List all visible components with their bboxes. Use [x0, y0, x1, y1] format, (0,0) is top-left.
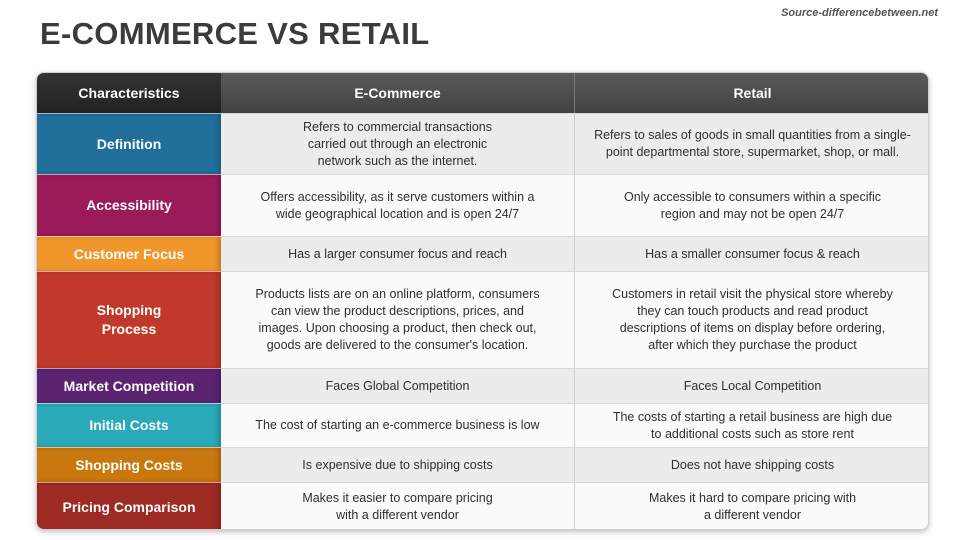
page-title: E-COMMERCE VS RETAIL [40, 16, 430, 51]
cell-ecommerce-definition: Refers to commercial transactions carrie… [221, 113, 575, 174]
cell-ecommerce-pricing-comparison: Makes it easier to compare pricing with … [221, 482, 575, 529]
row-label-shopping-process: Shopping Process [37, 271, 221, 368]
cell-retail-definition: Refers to sales of goods in small quanti… [575, 113, 928, 174]
row-label-accessibility: Accessibility [37, 174, 221, 236]
cell-retail-shopping-process: Customers in retail visit the physical s… [575, 271, 928, 368]
source-credit: Source-differencebetween.net [781, 7, 938, 19]
row-label-shopping-costs: Shopping Costs [37, 447, 221, 482]
header-retail: Retail [575, 73, 928, 113]
cell-retail-accessibility: Only accessible to consumers within a sp… [575, 174, 928, 236]
cell-retail-shopping-costs: Does not have shipping costs [575, 447, 928, 482]
cell-ecommerce-initial-costs: The cost of starting an e-commerce busin… [221, 403, 575, 447]
header-ecommerce: E-Commerce [221, 73, 575, 113]
cell-retail-customer-focus: Has a smaller consumer focus & reach [575, 236, 928, 271]
cell-ecommerce-customer-focus: Has a larger consumer focus and reach [221, 236, 575, 271]
cell-ecommerce-shopping-costs: Is expensive due to shipping costs [221, 447, 575, 482]
row-label-definition: Definition [37, 113, 221, 174]
comparison-table: Characteristics E-Commerce Retail Defini… [36, 72, 929, 530]
row-label-customer-focus: Customer Focus [37, 236, 221, 271]
row-label-pricing-comparison: Pricing Comparison [37, 482, 221, 529]
cell-ecommerce-accessibility: Offers accessibility, as it serve custom… [221, 174, 575, 236]
cell-retail-initial-costs: The costs of starting a retail business … [575, 403, 928, 447]
cell-retail-market-competition: Faces Local Competition [575, 368, 928, 403]
cell-ecommerce-market-competition: Faces Global Competition [221, 368, 575, 403]
row-label-initial-costs: Initial Costs [37, 403, 221, 447]
row-label-market-competition: Market Competition [37, 368, 221, 403]
header-characteristics: Characteristics [37, 73, 221, 113]
cell-ecommerce-shopping-process: Products lists are on an online platform… [221, 271, 575, 368]
cell-retail-pricing-comparison: Makes it hard to compare pricing with a … [575, 482, 928, 529]
